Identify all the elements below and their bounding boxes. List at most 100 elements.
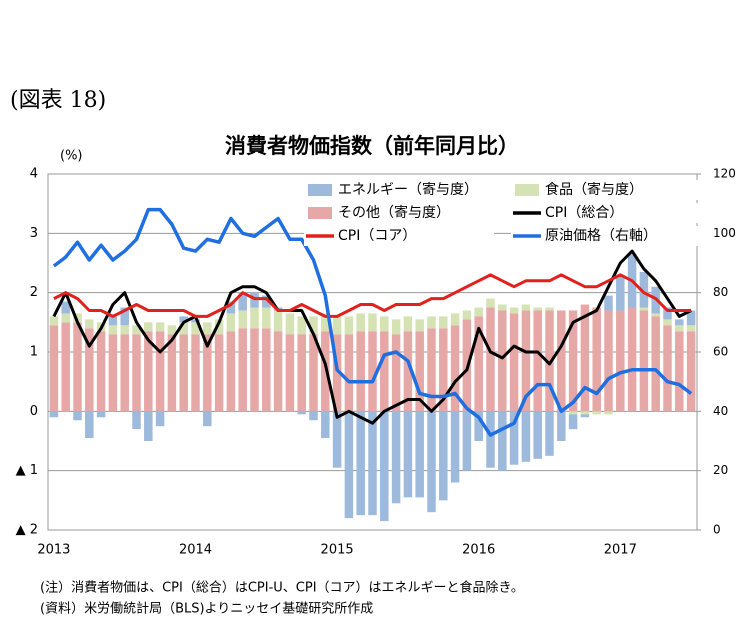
bar bbox=[403, 331, 413, 412]
bar bbox=[203, 334, 212, 412]
bar bbox=[616, 310, 625, 412]
bar bbox=[332, 334, 342, 412]
bar bbox=[285, 313, 295, 335]
x-tick-label: 2015 bbox=[321, 543, 354, 558]
legend-swatch bbox=[308, 207, 332, 219]
y2-tick-label: 80 bbox=[713, 285, 728, 299]
legend-bg bbox=[511, 203, 701, 223]
bar bbox=[545, 307, 554, 311]
bar bbox=[344, 411, 354, 519]
bar bbox=[368, 411, 377, 516]
bar bbox=[604, 310, 613, 412]
y-tick-label: 3 bbox=[30, 226, 38, 241]
bar bbox=[580, 304, 590, 412]
bar bbox=[108, 334, 118, 412]
bar bbox=[391, 319, 401, 335]
x-tick-label: 2014 bbox=[179, 543, 212, 558]
bar bbox=[592, 307, 601, 412]
bar bbox=[144, 322, 153, 332]
bar bbox=[686, 331, 696, 412]
line bbox=[52, 249, 692, 425]
bar bbox=[155, 331, 165, 412]
legend-label: CPI（総合） bbox=[545, 205, 623, 221]
bar bbox=[462, 310, 472, 320]
bar bbox=[226, 301, 236, 314]
bar bbox=[73, 322, 82, 412]
bar bbox=[321, 313, 330, 332]
bar bbox=[486, 298, 495, 308]
bar bbox=[356, 331, 365, 412]
bar bbox=[415, 331, 424, 412]
legend-label: エネルギー（寄与度） bbox=[338, 181, 478, 198]
bar bbox=[144, 331, 153, 412]
bar bbox=[238, 310, 247, 329]
bar bbox=[486, 307, 495, 412]
legend-label: CPI（コア） bbox=[338, 228, 416, 244]
bar bbox=[439, 411, 448, 501]
bar bbox=[285, 334, 295, 412]
bar bbox=[427, 328, 436, 412]
bar bbox=[179, 322, 188, 335]
bar bbox=[675, 319, 684, 326]
bar bbox=[132, 334, 141, 412]
bar bbox=[309, 316, 318, 335]
figure-label: (図表 18) bbox=[10, 88, 106, 113]
bar bbox=[321, 411, 330, 439]
bar bbox=[309, 411, 318, 421]
bar bbox=[474, 411, 483, 441]
line bbox=[52, 207, 693, 437]
bar bbox=[96, 331, 106, 412]
bar bbox=[132, 325, 141, 335]
bar bbox=[108, 325, 118, 335]
bar bbox=[49, 411, 59, 418]
bar bbox=[568, 310, 578, 412]
bar bbox=[509, 313, 519, 412]
bar bbox=[191, 319, 200, 323]
bar bbox=[73, 313, 82, 323]
bar bbox=[344, 316, 354, 335]
bar bbox=[344, 334, 354, 412]
x-tick-label: 2013 bbox=[37, 543, 70, 558]
bar bbox=[474, 316, 483, 412]
legend-label: 原油価格（右軸） bbox=[545, 228, 657, 244]
y-tick-label: 1 bbox=[30, 345, 38, 360]
bar bbox=[120, 325, 129, 335]
bar bbox=[214, 334, 224, 412]
bar bbox=[498, 310, 507, 412]
legend-bg bbox=[304, 203, 494, 223]
bar bbox=[533, 307, 542, 311]
bar bbox=[297, 411, 306, 415]
legend-bg bbox=[304, 226, 494, 246]
bar bbox=[533, 310, 542, 412]
y2-tick-label: 40 bbox=[713, 404, 728, 418]
bar bbox=[639, 271, 649, 308]
bar bbox=[214, 319, 224, 335]
bar bbox=[568, 414, 578, 430]
bar bbox=[439, 328, 448, 412]
bar bbox=[568, 411, 578, 415]
bar bbox=[533, 411, 542, 459]
y2-tick-label: 100 bbox=[713, 226, 736, 240]
bar bbox=[521, 411, 531, 462]
bar bbox=[675, 331, 684, 412]
note: (資料）米労働統計局（BLS)よりニッセイ基礎研究所作成 bbox=[40, 601, 373, 617]
bar bbox=[639, 307, 649, 311]
bar bbox=[592, 411, 601, 415]
bar bbox=[580, 414, 590, 418]
bar bbox=[651, 316, 660, 412]
bar bbox=[238, 328, 247, 412]
legend-bg bbox=[511, 180, 701, 200]
y2-tick-label: 60 bbox=[713, 345, 728, 359]
bar bbox=[226, 313, 236, 332]
bar bbox=[450, 411, 460, 483]
bar bbox=[356, 411, 365, 516]
bar bbox=[297, 316, 306, 335]
bar bbox=[545, 411, 554, 456]
bar bbox=[380, 411, 389, 522]
bar bbox=[415, 319, 424, 332]
y-tick-label: 4 bbox=[30, 167, 38, 182]
bar bbox=[61, 301, 70, 314]
bar bbox=[639, 310, 649, 412]
bar bbox=[332, 411, 342, 468]
bar bbox=[155, 411, 165, 427]
